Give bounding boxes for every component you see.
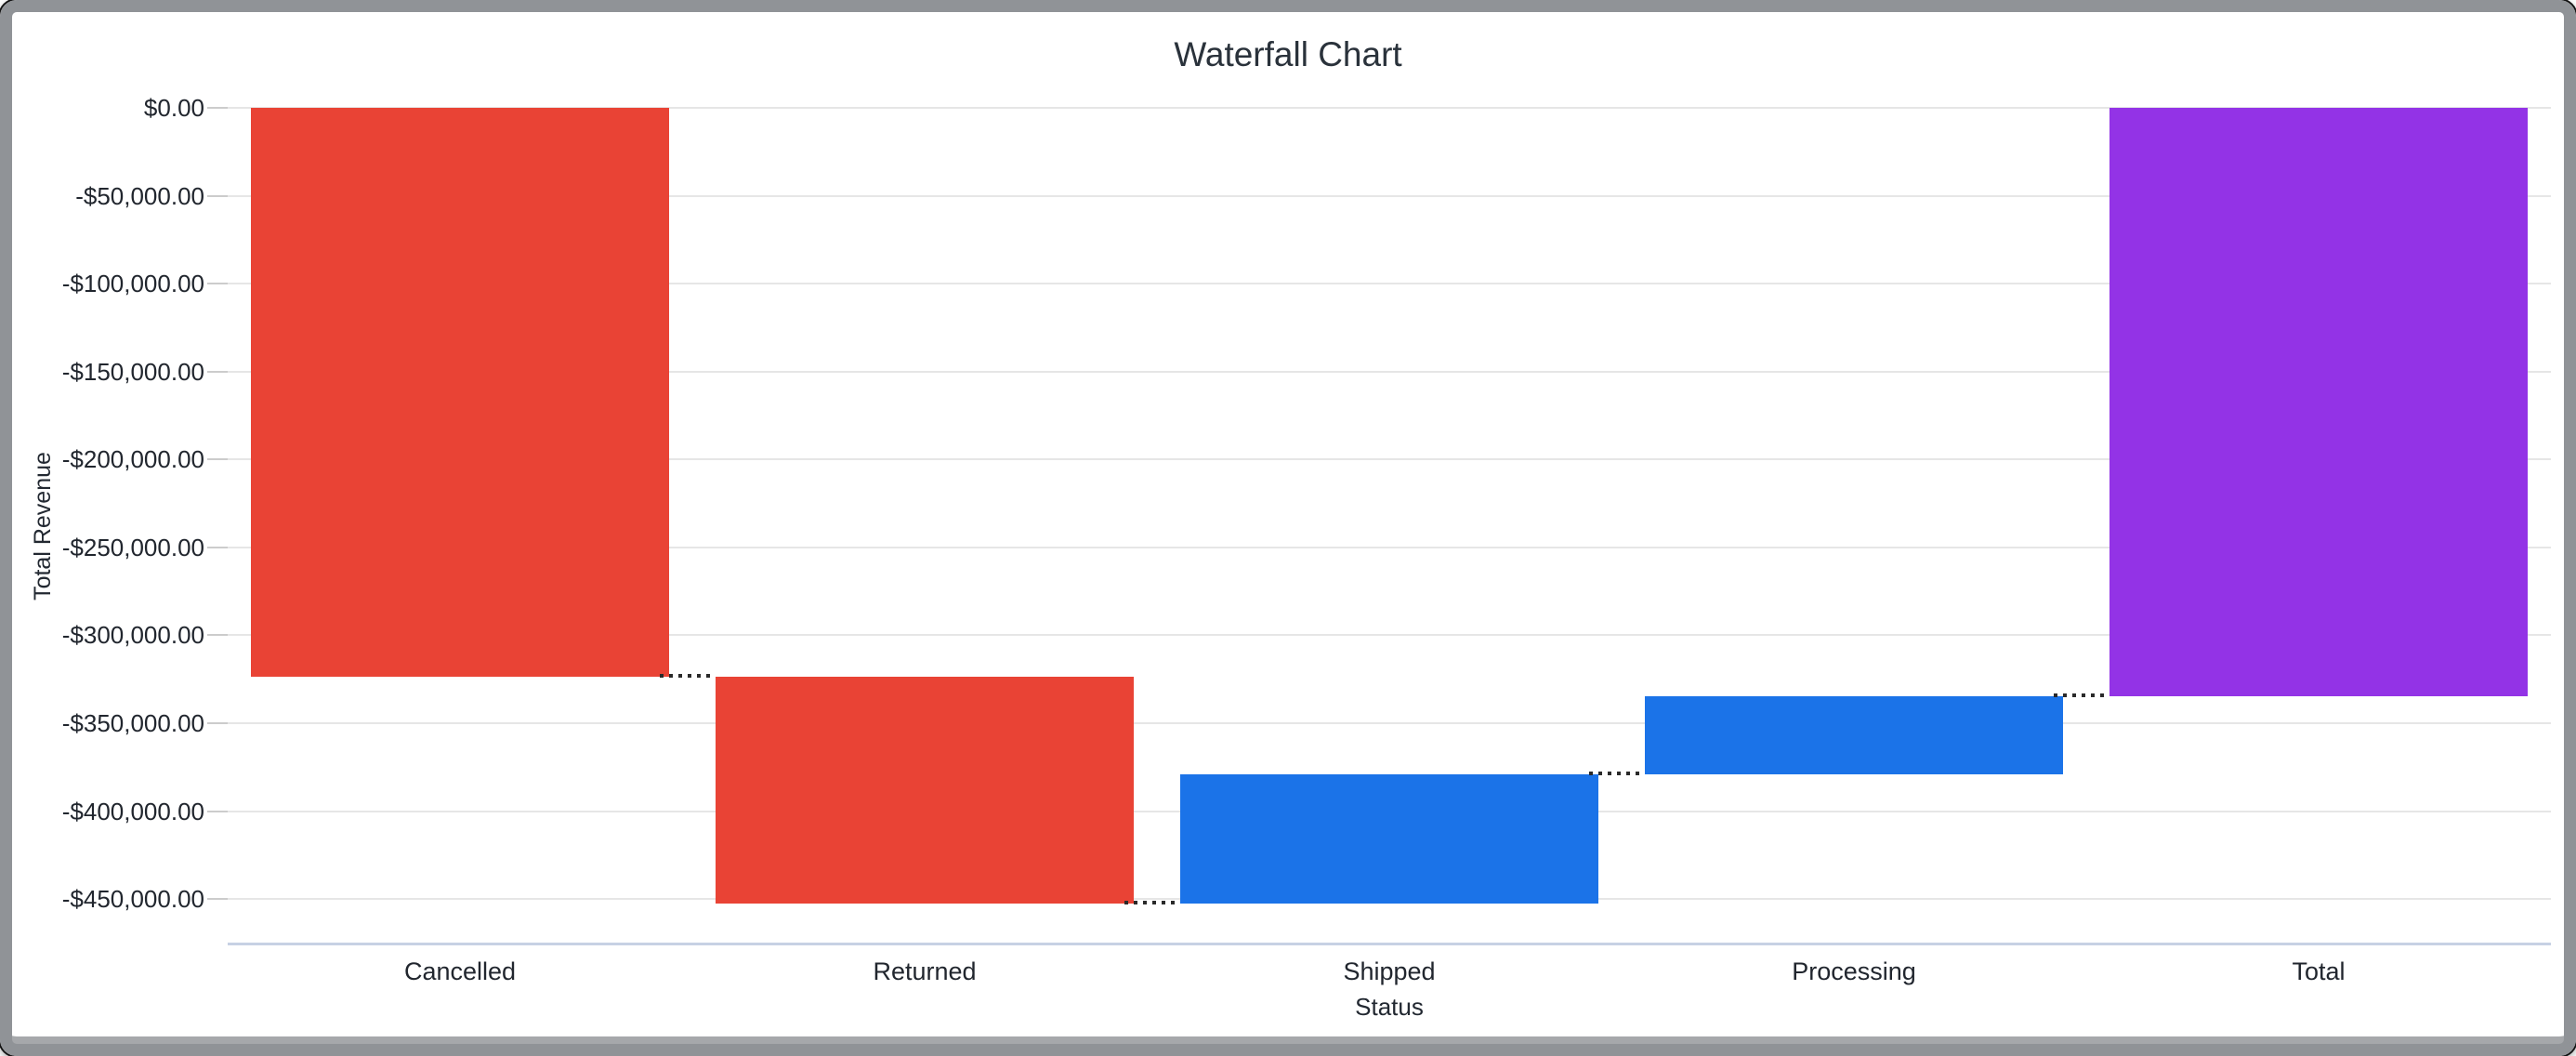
- waterfall-bar-shipped[interactable]: [1180, 773, 1598, 904]
- y-gridline: [228, 458, 2551, 461]
- y-gridline: [228, 370, 2551, 373]
- y-gridline: [228, 283, 2551, 285]
- waterfall-connector: [1124, 901, 1180, 905]
- y-gridline: [228, 194, 2551, 197]
- y-tick-mark: [207, 722, 228, 724]
- y-tick-label: -$250,000.00: [61, 533, 204, 561]
- waterfall-bar-processing[interactable]: [1645, 695, 2063, 774]
- y-tick-mark: [207, 546, 228, 548]
- y-tick-label: -$450,000.00: [61, 885, 204, 914]
- y-gridline: [228, 634, 2551, 637]
- waterfall-connector: [1589, 771, 1645, 775]
- y-tick-mark: [207, 107, 228, 109]
- y-tick-label: -$400,000.00: [61, 797, 204, 825]
- waterfall-connector: [660, 673, 716, 678]
- y-gridline: [228, 722, 2551, 724]
- y-gridline: [228, 107, 2551, 109]
- y-tick-mark: [207, 810, 228, 812]
- waterfall-bar-returned[interactable]: [716, 676, 1134, 904]
- y-tick-label: -$350,000.00: [61, 709, 204, 737]
- y-tick-label: -$150,000.00: [61, 357, 204, 386]
- y-tick-mark: [207, 458, 228, 461]
- y-tick-label: -$100,000.00: [61, 270, 204, 298]
- y-gridline: [228, 546, 2551, 548]
- y-tick-mark: [207, 370, 228, 373]
- x-axis-title: Status: [1355, 993, 1424, 1021]
- y-tick-label: -$200,000.00: [61, 445, 204, 474]
- y-tick-mark: [207, 634, 228, 637]
- y-tick-label: -$50,000.00: [75, 181, 204, 210]
- x-tick-label-shipped: Shipped: [1343, 957, 1436, 985]
- x-tick-label-cancelled: Cancelled: [403, 957, 517, 985]
- x-axis-baseline: [228, 943, 2551, 945]
- y-tick-label: $0.00: [143, 94, 204, 122]
- x-tick-label-total: Total: [2292, 957, 2346, 985]
- waterfall-bar-total[interactable]: [2109, 108, 2528, 696]
- x-tick-label-processing: Processing: [1792, 957, 1916, 985]
- waterfall-bar-cancelled[interactable]: [251, 108, 669, 677]
- waterfall-connector: [2054, 693, 2109, 697]
- y-tick-mark: [207, 283, 228, 285]
- chart-title: Waterfall Chart: [1174, 35, 1402, 73]
- y-tick-label: -$300,000.00: [61, 621, 204, 650]
- y-tick-mark: [207, 898, 228, 901]
- x-tick-label-returned: Returned: [873, 957, 977, 985]
- y-tick-mark: [207, 194, 228, 197]
